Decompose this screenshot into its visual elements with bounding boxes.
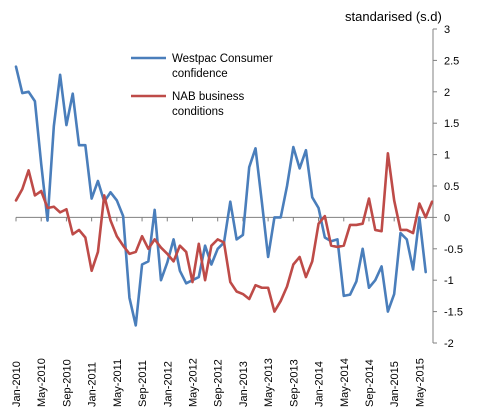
x-tick-label: May-2011	[112, 359, 124, 407]
y-tick-label: 1.5	[444, 118, 459, 130]
y-tick-label: 1	[444, 150, 450, 162]
y-tick-label: 3	[444, 24, 450, 36]
x-tick-label: May-2014	[339, 358, 351, 407]
y-tick-label: -1	[444, 275, 454, 287]
x-tick-label: Jan-2013	[238, 361, 250, 407]
x-tick-label: Sep-2013	[288, 359, 300, 407]
x-tick-label: May-2015	[414, 358, 426, 407]
x-tick-label: May-2012	[187, 358, 199, 407]
y-tick-label: 2	[444, 87, 450, 99]
x-tick-label: Jan-2011	[87, 362, 99, 407]
x-tick-label: Sep-2010	[61, 359, 73, 407]
legend-label-0-line1: Westpac Consumer	[172, 53, 273, 65]
x-tick-label: May-2013	[263, 358, 275, 407]
x-tick-label: Jan-2012	[162, 361, 174, 407]
legend-label-0-line2: confidence	[172, 68, 228, 80]
x-tick-label: Jan-2010	[11, 361, 23, 407]
x-tick-label: Jan-2014	[314, 361, 326, 407]
x-tick-label: Sep-2011	[137, 360, 149, 407]
x-tick-label: Jan-2015	[389, 361, 401, 407]
y-tick-label: 0	[444, 212, 450, 224]
legend-label-1-line2: conditions	[172, 106, 224, 118]
y-tick-label: 2.5	[444, 55, 459, 67]
y-tick-label: -0.5	[444, 244, 463, 256]
axes: -2 -1.5 -1 -0.5 0 0.5 1 1.5 2 2.5 3 Jan-2010 May-201…	[11, 24, 463, 407]
y-tick-label: -1.5	[444, 307, 463, 319]
legend: Westpac Consumer confidence NAB business co…	[131, 53, 273, 118]
y-tick-label: -2	[444, 338, 454, 350]
series-line-1	[14, 152, 434, 313]
series-lines	[14, 65, 434, 327]
legend-label-1-line1: NAB business	[172, 91, 244, 103]
x-tick-label: Sep-2012	[213, 359, 225, 407]
y-tick-label: 0.5	[444, 181, 459, 193]
series-line-0	[14, 65, 428, 327]
x-tick-label: Sep-2014	[364, 359, 376, 407]
x-tick-label: May-2010	[36, 358, 48, 407]
y-axis-title: standarised (s.d)	[345, 9, 442, 24]
